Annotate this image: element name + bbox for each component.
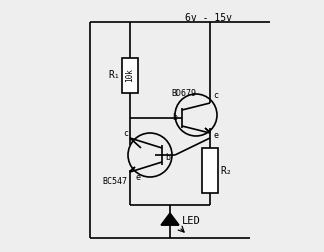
Polygon shape [130,167,135,172]
Text: e: e [213,131,218,140]
Text: LED: LED [182,216,201,226]
Text: c: c [213,90,218,100]
Text: BC547: BC547 [102,176,127,185]
Polygon shape [161,213,179,225]
Text: c: c [123,129,128,138]
Bar [202,148,218,193]
Text: R₁: R₁ [108,71,120,80]
Text: b: b [172,113,177,122]
Text: e: e [135,173,140,182]
Text: b: b [165,152,170,162]
Text: 6v - 15v: 6v - 15v [185,13,232,23]
Text: 10k: 10k [125,69,134,82]
Bar [122,58,138,93]
Text: BD679: BD679 [171,88,196,98]
Polygon shape [205,128,210,133]
Text: R₂: R₂ [220,166,232,175]
